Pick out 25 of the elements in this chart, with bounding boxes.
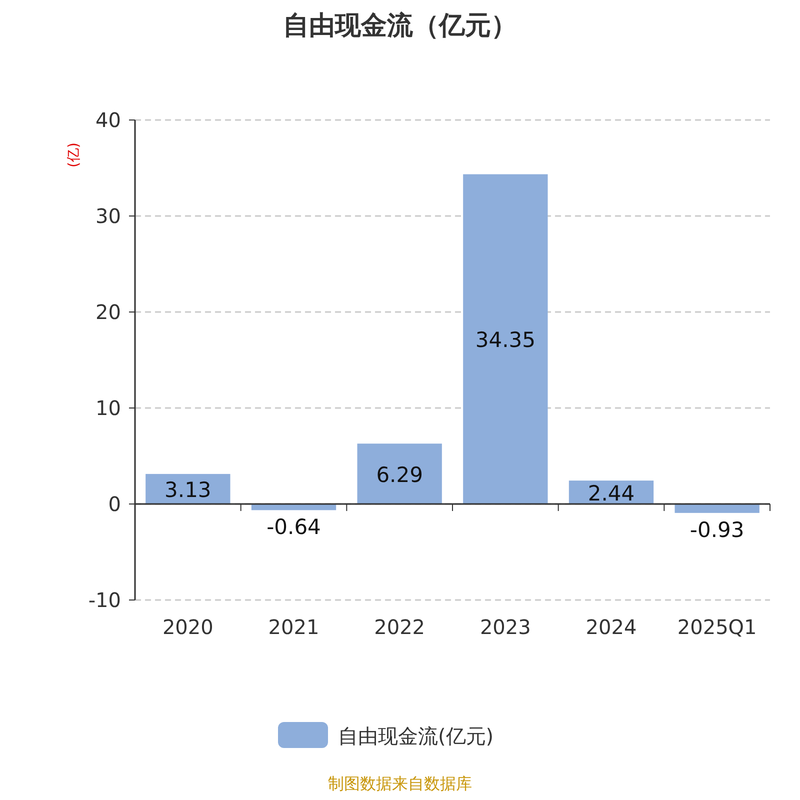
legend-label: 自由现金流(亿元) (338, 724, 494, 748)
y-tick-label: 30 (96, 204, 121, 228)
text: 制图数据来自数据库 (328, 774, 472, 793)
x-tick-label: 2025Q1 (677, 615, 757, 639)
y-tick-label: 0 (108, 492, 121, 516)
x-tick-label: 2023 (480, 615, 531, 639)
data-label: -0.93 (690, 518, 744, 542)
data-label: -0.64 (266, 515, 321, 540)
y-tick-label: 20 (96, 300, 121, 324)
y-axis-title: (亿) (66, 142, 82, 168)
自由现金流(亿元): 3.13 -0.64 6.29 34.35 2.44 -0.93 (146, 174, 760, 542)
y-tick-label: 40 (96, 108, 121, 132)
x-tick-label: 2020 (162, 615, 214, 639)
data-label: 3.13 (164, 478, 212, 502)
y-tick-label: -10 (88, 588, 121, 612)
chart-title: 自由现金流（亿元） (283, 11, 517, 41)
data-label: 2.44 (588, 481, 635, 506)
x-tick-label: 2024 (586, 615, 637, 639)
bar (463, 174, 548, 504)
data-label: 6.29 (376, 462, 423, 487)
data-label: 34.35 (475, 328, 536, 352)
y-tick-label: 10 (96, 396, 121, 420)
bar (357, 444, 442, 504)
x-tick-label: 2021 (268, 615, 320, 639)
x-tick-label: 2022 (374, 615, 426, 639)
